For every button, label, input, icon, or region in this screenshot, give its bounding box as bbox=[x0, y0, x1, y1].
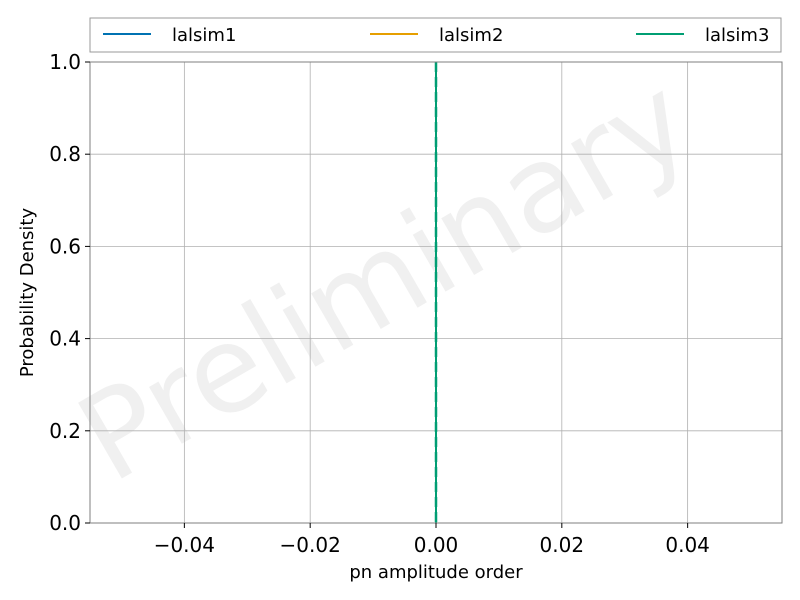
y-tick-label: 0.8 bbox=[49, 142, 81, 166]
y-tick-label: 0.2 bbox=[49, 419, 81, 443]
legend: lalsim1 lalsim2 lalsim3 bbox=[89, 17, 782, 53]
y-tick-label: 0.6 bbox=[49, 234, 81, 258]
x-axis-label: pn amplitude order bbox=[349, 562, 523, 583]
x-tick-label: 0.00 bbox=[414, 533, 459, 557]
x-tick-label: −0.02 bbox=[280, 533, 341, 557]
y-axis-label: Probability Density bbox=[17, 208, 38, 378]
watermark-text: Preliminary bbox=[57, 50, 713, 509]
y-tick-label: 0.4 bbox=[49, 327, 81, 351]
x-tick-label: −0.04 bbox=[154, 533, 215, 557]
legend-label-lalsim1: lalsim1 bbox=[172, 25, 236, 46]
x-tick-label: 0.04 bbox=[665, 533, 710, 557]
x-tick-label: 0.02 bbox=[540, 533, 585, 557]
legend-label-lalsim3: lalsim3 bbox=[705, 25, 769, 46]
y-tick-label: 1.0 bbox=[49, 50, 81, 74]
y-tick-label: 0.0 bbox=[49, 511, 81, 535]
legend-label-lalsim2: lalsim2 bbox=[439, 25, 503, 46]
